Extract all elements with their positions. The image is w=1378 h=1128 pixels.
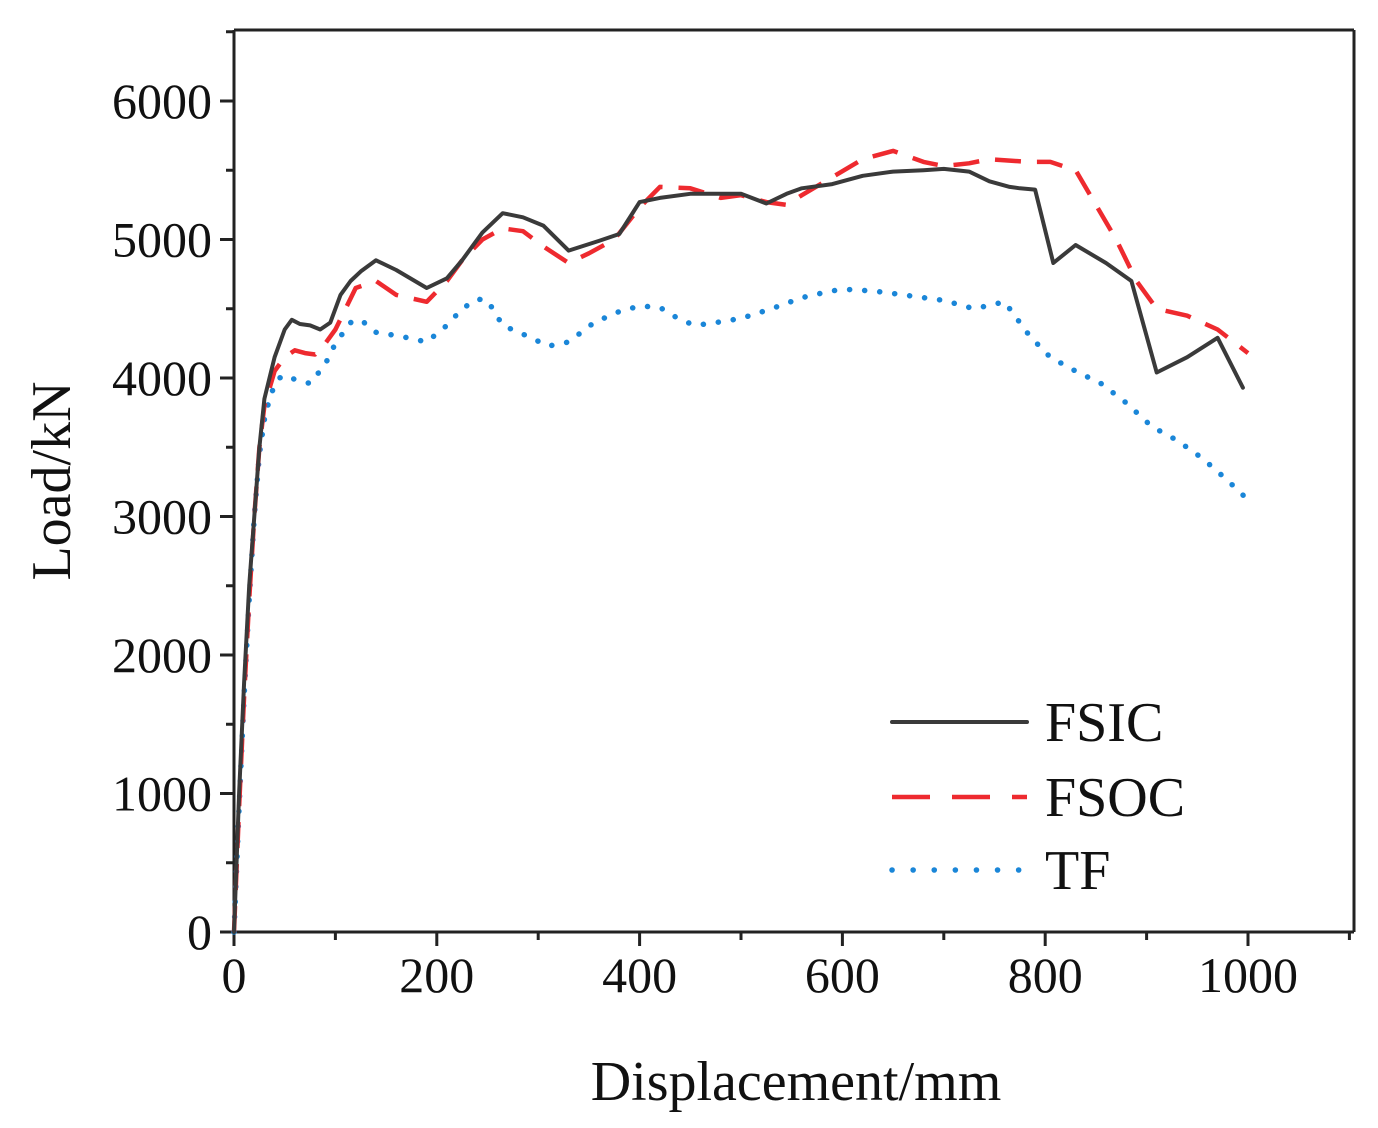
x-axis-title: Displacement/mm — [591, 1051, 1002, 1113]
series-group — [231, 148, 1251, 935]
legend-label-fsoc: FSOC — [1045, 767, 1185, 829]
y-axis-title: Load/kN — [21, 381, 83, 580]
x-tick-label: 200 — [399, 947, 474, 1003]
y-tick-label: 6000 — [112, 73, 212, 129]
x-tick-label: 1000 — [1198, 947, 1298, 1003]
y-tick-label: 0 — [187, 904, 212, 960]
legend-label-fsic: FSIC — [1045, 692, 1163, 754]
series-line-fsoc — [231, 148, 1250, 933]
y-tick-label: 4000 — [112, 350, 212, 406]
y-axis-ticks: 0 1000 2000 3000 4000 5000 6000 — [112, 30, 234, 960]
x-tick-label: 600 — [805, 947, 880, 1003]
legend: FSIC FSOC TF — [889, 692, 1185, 902]
x-tick-label: 0 — [222, 947, 247, 1003]
legend-label-tf: TF — [1045, 840, 1110, 902]
series-line-tf — [231, 286, 1251, 935]
x-tick-label: 800 — [1008, 947, 1083, 1003]
y-tick-label: 2000 — [112, 627, 212, 683]
y-tick-label: 5000 — [112, 212, 212, 268]
series-line-fsic — [232, 166, 1245, 934]
y-tick-label: 3000 — [112, 489, 212, 545]
x-axis-ticks: 0 200 400 600 800 1000 — [222, 932, 1351, 1003]
y-tick-label: 1000 — [112, 766, 212, 822]
plot-frame — [232, 28, 1356, 934]
x-tick-label: 400 — [602, 947, 677, 1003]
